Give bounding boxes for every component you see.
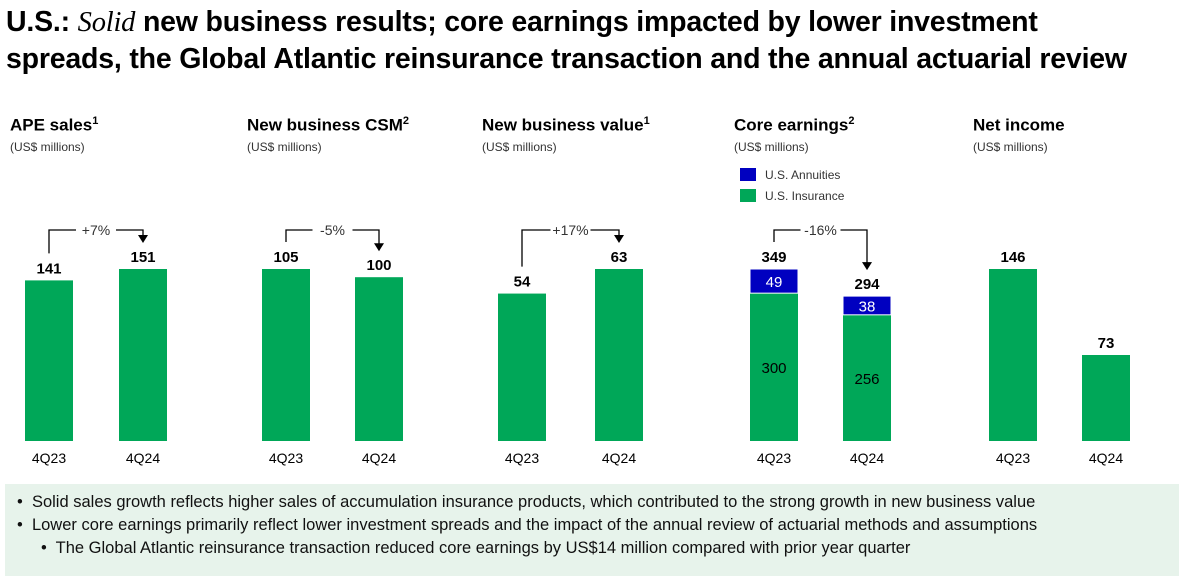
segment-value-label: 256 <box>854 371 879 388</box>
bar-value-label: 294 <box>854 276 880 293</box>
title-line2: spreads, the Global Atlantic reinsurance… <box>6 43 1127 75</box>
title-prefix: U.S.: <box>6 6 70 38</box>
segment-value-label: 300 <box>761 360 786 377</box>
bar-value-label: 349 <box>761 249 786 266</box>
note-text: Lower core earnings primarily reflect lo… <box>31 516 1038 534</box>
category-label: 4Q23 <box>32 450 66 466</box>
bar-segment-annuities <box>842 295 892 316</box>
change-label: +7% <box>82 222 110 238</box>
category-label: 4Q23 <box>505 450 539 466</box>
note-2: • Lower core earnings primarily reflect … <box>17 516 1037 535</box>
change-label: +17% <box>552 222 588 238</box>
notes-box: • Solid sales growth reflects higher sal… <box>5 484 1179 576</box>
bar-value-label: 141 <box>36 260 61 277</box>
bar-value-label: 73 <box>1098 335 1115 352</box>
change-label: -16% <box>804 222 837 238</box>
footnote-marker: 2 <box>848 115 855 127</box>
page-title: U.S.: Solid new business results; core e… <box>6 4 1193 77</box>
bullet: • <box>17 516 23 534</box>
legend-label: U.S. Annuities <box>765 167 841 182</box>
chart-title: APE sales1 <box>10 115 98 136</box>
legend-item-insurance: U.S. Insurance <box>740 185 844 206</box>
segment-value-label: 38 <box>859 298 876 315</box>
bar <box>498 293 546 441</box>
bar <box>595 269 643 441</box>
bar <box>25 280 73 441</box>
chart-subtitle: (US$ millions) <box>734 140 809 154</box>
note-text: The Global Atlantic reinsurance transact… <box>55 539 911 557</box>
arrow-down-icon <box>138 235 148 243</box>
bar-segment-annuities <box>749 268 799 294</box>
bullet: • <box>17 493 23 511</box>
arrow-down-icon <box>374 243 384 252</box>
bar <box>355 277 403 441</box>
bar-value-label: 105 <box>273 249 298 266</box>
category-label: 4Q24 <box>126 450 160 466</box>
category-label: 4Q23 <box>757 450 791 466</box>
category-label: 4Q24 <box>1089 450 1123 466</box>
bar-segment-insurance <box>843 314 891 441</box>
bar-value-label: 54 <box>514 274 531 291</box>
bar <box>119 269 167 441</box>
note-text: Solid sales growth reflects higher sales… <box>31 493 1036 511</box>
bar <box>1082 355 1130 441</box>
charts-area: 141 4Q23 151 4Q24 +7% 105 4Q23 100 4Q24 -5% 54 4Q23… <box>25 222 1130 466</box>
chart-title: New business value1 <box>482 115 650 136</box>
category-label: 4Q24 <box>362 450 396 466</box>
legend-label: U.S. Insurance <box>765 188 845 203</box>
chart-title: Net income <box>973 115 1065 136</box>
footnote-marker: 1 <box>643 115 650 127</box>
chart-title-text: Net income <box>973 115 1065 135</box>
footnote-marker: 2 <box>402 115 409 127</box>
chart-subtitle: (US$ millions) <box>10 140 85 154</box>
chart-title-text: APE sales <box>10 115 93 135</box>
arrow-down-icon <box>614 235 624 243</box>
change-bracket <box>773 229 868 264</box>
legend-swatch-green <box>740 189 756 202</box>
change-bracket <box>521 229 620 267</box>
chart-subtitle: (US$ millions) <box>247 140 322 154</box>
bar <box>989 269 1037 441</box>
bar-value-label: 63 <box>611 249 628 266</box>
legend-item-annuities: U.S. Annuities <box>740 164 844 185</box>
note-1: • Solid sales growth reflects higher sal… <box>17 493 1035 512</box>
title-line1: new business results; core earnings impa… <box>135 6 1038 38</box>
chart-subtitle: (US$ millions) <box>482 140 557 154</box>
core-earnings-legend: U.S. Annuities U.S. Insurance <box>740 164 844 206</box>
bar-value-label: 146 <box>1000 249 1025 266</box>
chart-title-text: New business CSM <box>247 115 403 135</box>
note-3: • The Global Atlantic reinsurance transa… <box>41 539 910 558</box>
chart-title-text: New business value <box>482 115 644 135</box>
chart-title: New business CSM2 <box>247 115 409 136</box>
category-label: 4Q23 <box>269 450 303 466</box>
bullet: • <box>41 539 47 557</box>
legend-swatch-blue <box>740 168 756 181</box>
bar <box>262 269 310 441</box>
category-label: 4Q24 <box>602 450 636 466</box>
category-label: 4Q23 <box>996 450 1030 466</box>
category-label: 4Q24 <box>850 450 884 466</box>
footnote-marker: 1 <box>92 115 99 127</box>
title-italic: Solid <box>77 7 136 38</box>
change-bracket <box>285 229 380 245</box>
bar-value-label: 151 <box>130 249 155 266</box>
arrow-down-icon <box>862 262 872 271</box>
change-bracket <box>48 229 144 254</box>
bar-value-label: 100 <box>366 257 391 274</box>
chart-title: Core earnings2 <box>734 115 854 136</box>
chart-title-text: Core earnings <box>734 115 849 135</box>
segment-value-label: 49 <box>766 274 783 291</box>
change-label: -5% <box>320 222 345 238</box>
chart-subtitle: (US$ millions) <box>973 140 1048 154</box>
bar-segment-insurance <box>750 293 798 441</box>
